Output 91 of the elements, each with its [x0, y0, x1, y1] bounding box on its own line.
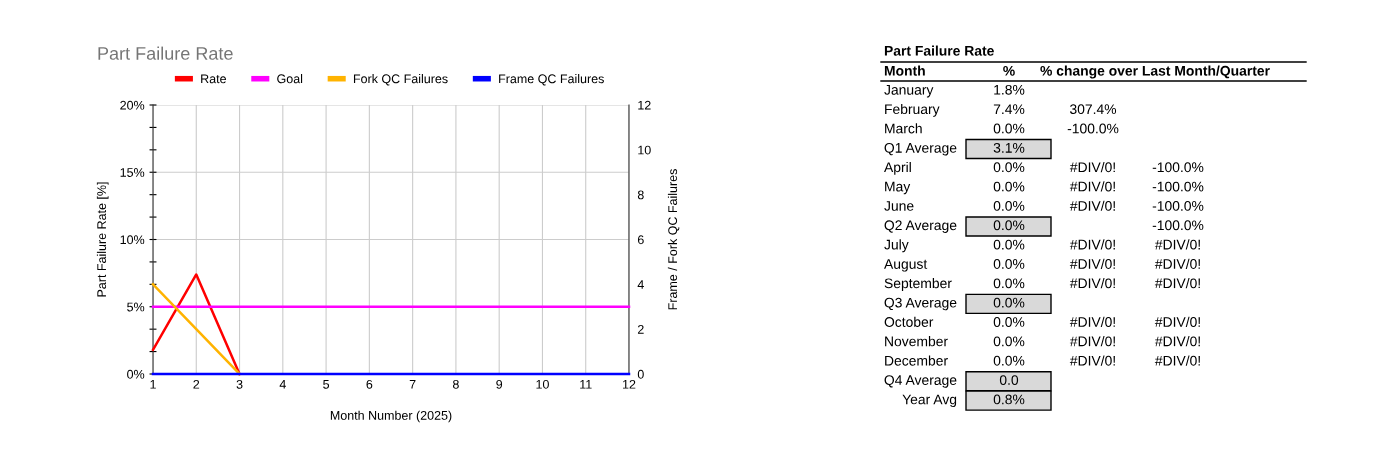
- text: July: [884, 239, 909, 253]
- text: #DIV/0!: [1069, 200, 1115, 211]
- text: #DIV/0!: [1069, 355, 1115, 366]
- text: October: [884, 316, 934, 327]
- y-tick-label: 15%: [120, 168, 145, 177]
- text: Q2 Average: [884, 220, 957, 233]
- text: Q4 Average: [884, 375, 957, 388]
- text: -100.0%: [1067, 123, 1119, 134]
- text: #DIV/0!: [1069, 336, 1115, 347]
- x-tick-label: 3: [236, 379, 243, 389]
- text: March: [885, 123, 922, 134]
- x-tick-label: 1: [150, 380, 156, 389]
- y2-tick-label: 6: [637, 235, 644, 245]
- text: 3.1%: [993, 142, 1025, 153]
- x-axis-title: Month Number (2025): [330, 410, 452, 423]
- x-tick-label: 7: [409, 380, 416, 389]
- text: December: [885, 355, 948, 366]
- text: Part Failure Rate: [884, 45, 994, 56]
- text: #DIV/0!: [1154, 316, 1200, 327]
- text: 0.0%: [993, 259, 1025, 269]
- category-label: % change over Last Month/Quarter: [1040, 65, 1270, 79]
- x-tick-label: 9: [496, 379, 503, 389]
- text: 1.8%: [994, 84, 1025, 95]
- text: September: [884, 278, 952, 291]
- y2-tick-label: 2: [637, 324, 644, 334]
- x-tick-label: 2: [193, 379, 200, 389]
- text: -100.0%: [1152, 200, 1204, 211]
- text: #DIV/0!: [1069, 258, 1115, 269]
- text: -100.0%: [1152, 162, 1204, 173]
- text: 0.0: [999, 375, 1019, 385]
- text: 0.0%: [993, 123, 1025, 134]
- text: #DIV/0!: [1154, 258, 1200, 269]
- text: 0.0%: [993, 181, 1025, 192]
- text: 0.0%: [993, 200, 1025, 211]
- text: #DIV/0!: [1069, 239, 1115, 250]
- category-label: Month: [884, 65, 925, 76]
- text: August: [884, 259, 928, 272]
- text: 0.0%: [993, 336, 1025, 347]
- text: 0.0%: [993, 278, 1025, 289]
- y2-tick-label: 12: [638, 100, 651, 110]
- text: 0.0%: [993, 162, 1025, 173]
- category-label: %: [1003, 65, 1015, 76]
- legend-label: Fork QC Failures: [353, 74, 448, 86]
- text: #DIV/0!: [1154, 239, 1200, 250]
- x-tick-label: 11: [580, 380, 592, 389]
- y2-tick-label: 4: [637, 280, 644, 289]
- text: 0.0%: [993, 317, 1025, 327]
- text: February: [885, 103, 940, 117]
- text: #DIV/0!: [1069, 161, 1115, 173]
- y2-axis-title: Frame / Fork QC Failures: [667, 169, 680, 310]
- x-tick-label: 4: [279, 380, 286, 389]
- text: 307.4%: [1069, 104, 1117, 115]
- text: November: [885, 336, 948, 347]
- text: Q3 Average: [884, 297, 957, 311]
- x-tick-label: 5: [323, 380, 330, 389]
- y-tick-label: 5%: [127, 302, 145, 312]
- text: 0.8%: [993, 394, 1025, 405]
- text: #DIV/0!: [1154, 278, 1200, 289]
- legend-label: Frame QC Failures: [499, 74, 604, 86]
- x-tick-label: 6: [366, 379, 373, 389]
- y-tick-label: 10%: [120, 235, 145, 245]
- legend-label: Rate: [201, 74, 226, 84]
- x-tick-label: 8: [452, 379, 459, 389]
- text: Q1 Average: [884, 142, 957, 156]
- y-tick-label: 20%: [120, 100, 145, 110]
- text: -100.0%: [1152, 220, 1204, 231]
- text: 0.0%: [993, 297, 1025, 308]
- legend-label: Goal: [277, 74, 303, 84]
- x-tick-label: 12: [623, 379, 636, 389]
- text: June: [884, 201, 914, 211]
- y-axis-title: Part Failure Rate [%]: [96, 182, 109, 297]
- text: #DIV/0!: [1154, 355, 1200, 366]
- y2-tick-label: 10: [638, 145, 651, 155]
- text: #DIV/0!: [1069, 316, 1115, 327]
- text: Year Avg: [902, 394, 957, 408]
- y2-tick-label: 0: [637, 369, 644, 379]
- text: #DIV/0!: [1069, 181, 1115, 192]
- text: 7.4%: [993, 104, 1025, 115]
- text: April: [884, 161, 911, 175]
- text: 0.0%: [993, 220, 1025, 231]
- text: #DIV/0!: [1069, 278, 1115, 289]
- text: -100.0%: [1152, 181, 1204, 192]
- x-tick-label: 10: [536, 379, 549, 389]
- text: 0.0%: [993, 239, 1025, 250]
- text: #DIV/0!: [1154, 336, 1200, 347]
- y-tick-label: 0%: [127, 369, 145, 379]
- text: January: [884, 85, 934, 98]
- text: May: [885, 181, 911, 195]
- chart-title: Part Failure Rate: [98, 46, 233, 60]
- text: 0.0%: [993, 355, 1025, 366]
- y2-tick-label: 8: [637, 190, 644, 200]
